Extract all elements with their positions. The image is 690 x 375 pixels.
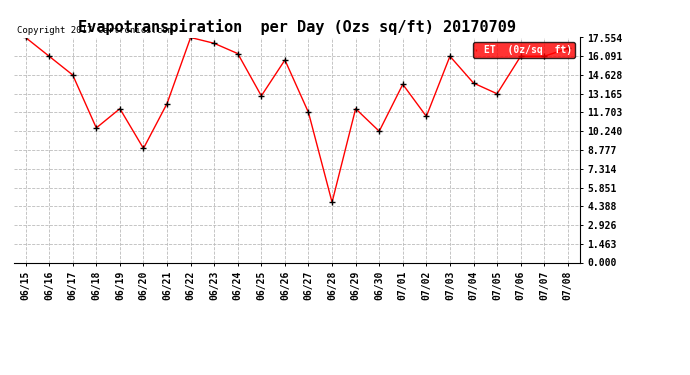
Text: Copyright 2017 Cartronics.com: Copyright 2017 Cartronics.com [17,26,172,35]
Legend: ET  (0z/sq  ft): ET (0z/sq ft) [473,42,575,58]
Title: Evapotranspiration  per Day (Ozs sq/ft) 20170709: Evapotranspiration per Day (Ozs sq/ft) 2… [78,19,515,35]
